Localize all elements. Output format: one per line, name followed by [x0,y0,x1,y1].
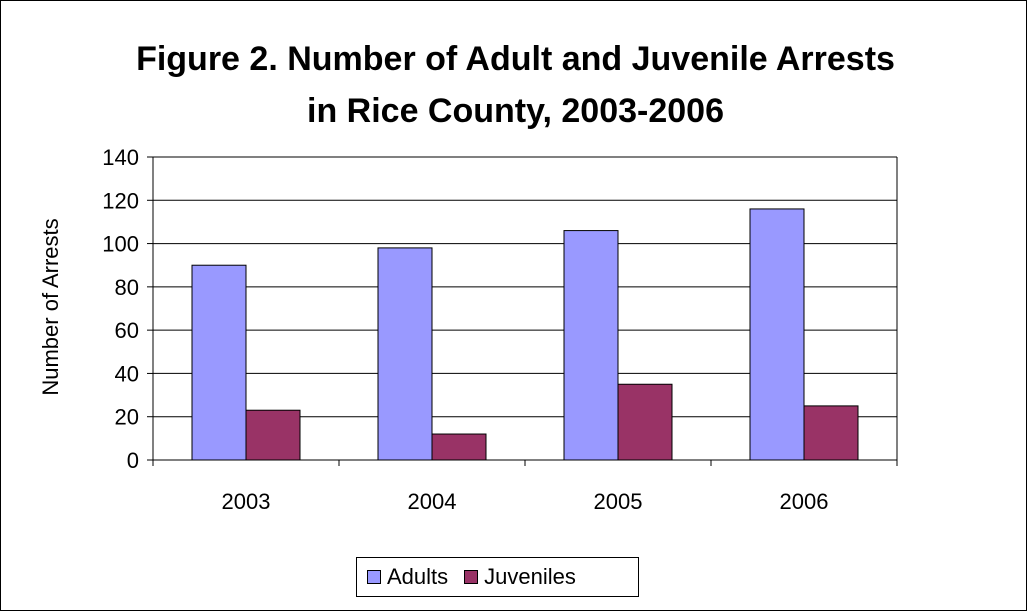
legend-label-adults: Adults [387,564,449,589]
x-tick-label: 2004 [408,489,457,514]
legend-swatch-juveniles [464,570,479,584]
y-tick-label: 140 [102,145,139,170]
bar-adults-2004 [377,247,433,461]
legend: Adults Juveniles [356,557,639,597]
bar-adults-2003 [191,264,247,461]
y-tick-label: 0 [127,448,139,473]
legend-label-juveniles: Juveniles [484,564,576,589]
bar-juveniles-2005 [617,383,673,461]
y-tick-label: 20 [115,405,139,430]
legend-item-adults: Adults [367,564,448,590]
x-tick-label: 2003 [222,489,271,514]
y-tick-label: 80 [115,275,139,300]
bar-chart: 0 20 40 60 80 100 120 140 2003 2004 2005 2006 Numbe… [38,145,898,514]
y-tick-label: 120 [102,188,139,213]
bar-adults-2005 [563,230,619,461]
y-tick-label: 40 [115,361,139,386]
bar-juveniles-2003 [245,409,301,461]
tick-labels: 0 20 40 60 80 100 120 140 2003 2004 2005 2006 [102,145,828,514]
x-tick-label: 2006 [780,489,829,514]
y-tick-label: 60 [115,318,139,343]
chart-subtitle: in Rice County, 2003-2006 [307,92,724,130]
chart-title: Figure 2. Number of Adult and Juvenile A… [136,40,895,78]
bars [191,208,859,461]
y-axis-label: Number of Arrests [38,218,63,395]
legend-swatch-adults [367,570,381,584]
bar-juveniles-2004 [431,433,487,461]
x-tick-label: 2005 [594,489,643,514]
bar-adults-2006 [749,208,805,461]
y-tick-label: 100 [102,232,139,257]
bar-juveniles-2006 [803,405,859,461]
legend-item-juveniles: Juveniles [464,564,576,590]
